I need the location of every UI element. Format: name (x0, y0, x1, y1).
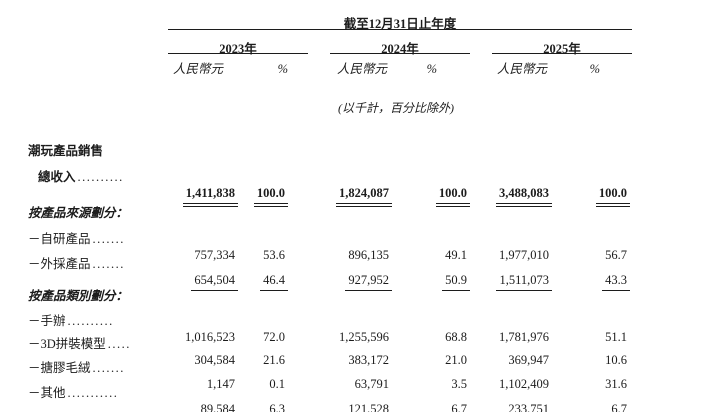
cell-value: 51.1 (605, 330, 627, 344)
dot-leader: ....... (92, 361, 125, 375)
cell-value: 68.8 (445, 330, 467, 344)
cell-value: 56.7 (605, 248, 627, 262)
column-header-percent-2023: % (277, 62, 288, 76)
cell-value: 6.7 (448, 401, 470, 412)
row-label-text: 總收入 (38, 170, 76, 184)
column-header-percent-2025: % (589, 62, 600, 76)
cell-value: 46.4 (260, 272, 288, 291)
row-label-text: －自研產品 (28, 232, 91, 246)
table-row: －手辦.......... 1,016,523 72.0 1,255,596 6… (28, 313, 630, 344)
cell-value: 1,824,087 (336, 185, 392, 207)
dot-leader: ....... (92, 257, 125, 271)
year-label-2025: 2025年 (543, 42, 581, 56)
row-label-text: －外採產品 (28, 257, 91, 271)
cell-value: 233,751 (505, 401, 552, 412)
cell-value: 304,584 (194, 353, 235, 367)
cell-value: 1,016,523 (185, 330, 235, 344)
row-label: 潮玩產品銷售 (28, 144, 104, 158)
row-label-text: －手辦 (28, 314, 66, 328)
period-header: 截至12月31日止年度 (343, 17, 457, 31)
row-label: －搪膠毛絨....... (28, 360, 630, 376)
cell-value: 1,255,596 (339, 330, 389, 344)
table-row: 潮玩產品銷售 (28, 143, 630, 160)
table-row: 按產品來源劃分： (28, 205, 630, 222)
cell-value: 21.6 (263, 353, 285, 367)
dot-leader: .......... (67, 314, 114, 328)
row-label-text: －搪膠毛絨 (28, 361, 91, 375)
year-rule-2023 (168, 53, 308, 54)
dot-leader: ....... (92, 232, 125, 246)
table-row: 總收入.......... 1,411,838 100.0 1,824,087 … (28, 169, 631, 207)
dot-leader: .......... (77, 170, 124, 184)
table-row: －外採產品....... 654,504 46.4 927,952 50.9 1… (28, 256, 630, 291)
cell-value: 21.0 (445, 353, 467, 367)
cell-value: 3,488,083 (496, 185, 552, 207)
cell-value: 49.1 (445, 248, 467, 262)
year-rule-2025 (492, 53, 632, 54)
cell-value: 1,781,976 (499, 330, 549, 344)
table-row: －自研產品....... 757,334 53.6 896,135 49.1 1… (28, 231, 630, 262)
column-header-percent-2024: % (426, 62, 437, 76)
cell-value: 383,172 (348, 353, 389, 367)
dot-leader: ..... (107, 337, 131, 351)
row-label-text: －3D拼裝模型 (28, 337, 106, 351)
dot-leader: ........... (67, 386, 119, 400)
column-header-currency-2025: 人民幣元 (497, 62, 548, 76)
cell-value: 6.3 (266, 401, 288, 412)
cell-value: 121,528 (345, 401, 392, 412)
cell-value: 1,977,010 (499, 248, 549, 262)
cell-value: 757,334 (194, 248, 235, 262)
cell-value: 100.0 (253, 185, 289, 207)
year-rule-2024 (330, 53, 470, 54)
cell-value: 89,584 (198, 401, 238, 412)
row-label: －其他........... (28, 385, 630, 401)
cell-value: 10.6 (605, 353, 627, 367)
cell-value: 31.6 (605, 377, 627, 391)
cell-value: 6.7 (608, 401, 630, 412)
row-label: －手辦.......... (28, 313, 630, 329)
cell-value: 1,102,409 (499, 377, 549, 391)
cell-value: 53.6 (263, 248, 285, 262)
column-header-currency-2023: 人民幣元 (173, 62, 224, 76)
column-header-currency-2024: 人民幣元 (337, 62, 388, 76)
row-label: 按產品類別劃分： (28, 289, 129, 303)
row-label: 總收入.......... (28, 169, 630, 185)
row-label: －外採產品....... (28, 256, 630, 272)
table-row: 按產品類別劃分： (28, 288, 630, 305)
cell-value: 0.1 (269, 377, 285, 391)
cell-value: 369,947 (508, 353, 549, 367)
cell-value: 1,511,073 (496, 272, 552, 291)
cell-value: 63,791 (354, 377, 389, 391)
column-header-row: 人民幣元 % 人民幣元 % 人民幣元 % (28, 61, 630, 78)
table-row: －搪膠毛絨....... 1,147 0.1 63,791 3.5 1,102,… (28, 360, 630, 391)
cell-value: 3.5 (451, 377, 467, 391)
cell-value: 100.0 (435, 185, 471, 207)
row-label: －3D拼裝模型..... (28, 336, 630, 352)
cell-value: 1,411,838 (182, 185, 239, 207)
cell-value: 50.9 (442, 272, 470, 291)
header-top-rule (168, 29, 632, 30)
table-row: －3D拼裝模型..... 304,584 21.6 383,172 21.0 3… (28, 336, 630, 367)
year-label-2024: 2024年 (381, 42, 419, 56)
unit-note: (以千計，百分比除外) (338, 101, 454, 115)
row-label: －自研產品....... (28, 231, 630, 247)
cell-value: 43.3 (602, 272, 630, 291)
cell-value: 72.0 (263, 330, 285, 344)
cell-value: 927,952 (345, 272, 392, 291)
row-label-text: －其他 (28, 386, 66, 400)
cell-value: 896,135 (348, 248, 389, 262)
cell-value: 654,504 (191, 272, 238, 291)
table-row: －其他........... 89,584 6.3 121,528 6.7 23… (28, 385, 630, 412)
row-label: 按產品來源劃分： (28, 206, 129, 220)
cell-value: 100.0 (595, 185, 631, 207)
cell-value: 1,147 (206, 377, 235, 391)
year-label-2023: 2023年 (219, 42, 257, 56)
